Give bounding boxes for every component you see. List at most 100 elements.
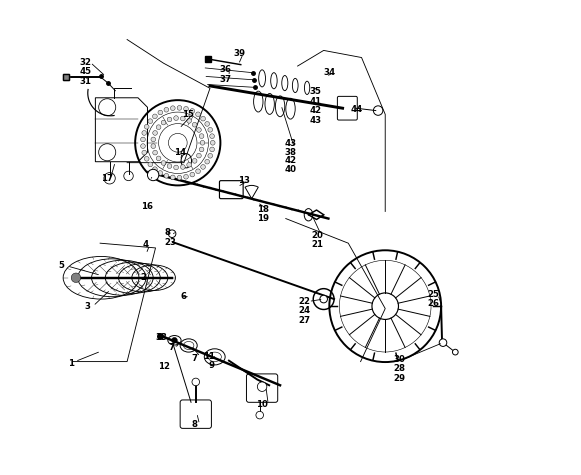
Text: 37: 37 bbox=[220, 76, 232, 84]
Circle shape bbox=[181, 116, 185, 121]
Circle shape bbox=[148, 119, 153, 124]
Circle shape bbox=[200, 116, 206, 121]
Circle shape bbox=[320, 295, 328, 303]
Circle shape bbox=[158, 171, 163, 175]
Circle shape bbox=[200, 164, 206, 169]
Text: 21: 21 bbox=[312, 240, 324, 249]
Circle shape bbox=[210, 141, 215, 145]
Circle shape bbox=[164, 107, 168, 112]
Circle shape bbox=[192, 123, 197, 127]
Text: 25: 25 bbox=[428, 290, 440, 299]
Circle shape bbox=[141, 137, 145, 142]
Text: 1: 1 bbox=[68, 359, 74, 368]
Circle shape bbox=[156, 156, 161, 161]
Text: 13: 13 bbox=[238, 176, 250, 185]
Text: 22: 22 bbox=[299, 297, 311, 306]
Circle shape bbox=[144, 124, 149, 129]
Circle shape bbox=[256, 411, 264, 419]
Circle shape bbox=[171, 337, 177, 343]
Circle shape bbox=[199, 134, 204, 138]
Circle shape bbox=[151, 137, 156, 142]
Text: 2: 2 bbox=[140, 273, 146, 282]
Circle shape bbox=[177, 175, 182, 180]
Text: 43: 43 bbox=[285, 139, 297, 148]
Circle shape bbox=[184, 174, 188, 179]
Text: 18: 18 bbox=[257, 205, 270, 214]
Circle shape bbox=[196, 153, 201, 158]
Text: 28: 28 bbox=[394, 364, 406, 373]
Text: 7: 7 bbox=[191, 354, 197, 363]
Text: 29: 29 bbox=[394, 374, 406, 383]
Text: 40: 40 bbox=[285, 165, 297, 174]
Text: 27: 27 bbox=[299, 316, 311, 325]
Circle shape bbox=[177, 105, 182, 110]
Circle shape bbox=[205, 159, 210, 164]
Circle shape bbox=[208, 127, 213, 132]
Circle shape bbox=[141, 144, 145, 149]
Circle shape bbox=[71, 273, 81, 283]
Text: 9: 9 bbox=[209, 361, 214, 370]
Circle shape bbox=[148, 169, 159, 180]
Text: 16: 16 bbox=[141, 202, 153, 211]
Text: 12: 12 bbox=[158, 362, 170, 371]
Text: 42: 42 bbox=[285, 156, 297, 165]
Text: 3: 3 bbox=[84, 302, 91, 311]
Circle shape bbox=[196, 112, 200, 117]
Circle shape bbox=[196, 169, 200, 173]
Text: 33: 33 bbox=[156, 333, 167, 342]
Circle shape bbox=[158, 110, 163, 115]
Circle shape bbox=[184, 106, 188, 111]
Circle shape bbox=[257, 382, 267, 391]
Text: 8: 8 bbox=[164, 228, 170, 238]
Circle shape bbox=[190, 109, 195, 114]
Circle shape bbox=[199, 147, 204, 152]
Circle shape bbox=[439, 339, 447, 346]
Circle shape bbox=[161, 161, 166, 165]
Circle shape bbox=[167, 117, 172, 122]
Circle shape bbox=[156, 125, 161, 130]
Circle shape bbox=[208, 153, 213, 158]
Circle shape bbox=[144, 156, 149, 161]
Circle shape bbox=[151, 144, 156, 149]
Text: 30: 30 bbox=[394, 355, 406, 364]
Text: 7: 7 bbox=[169, 343, 175, 352]
Text: 4: 4 bbox=[143, 240, 149, 249]
Circle shape bbox=[167, 164, 172, 169]
Circle shape bbox=[181, 165, 185, 169]
Text: 5: 5 bbox=[59, 261, 64, 270]
Circle shape bbox=[196, 128, 201, 132]
Text: 26: 26 bbox=[428, 299, 440, 308]
Text: 34: 34 bbox=[324, 68, 336, 77]
Text: 24: 24 bbox=[299, 306, 311, 315]
Text: 45: 45 bbox=[80, 67, 92, 76]
Circle shape bbox=[187, 162, 192, 167]
Text: 11: 11 bbox=[203, 352, 216, 361]
Circle shape bbox=[153, 131, 157, 135]
Circle shape bbox=[205, 122, 210, 126]
Text: 14: 14 bbox=[174, 148, 187, 157]
Circle shape bbox=[210, 147, 214, 152]
Text: 8: 8 bbox=[192, 420, 198, 429]
Text: 20: 20 bbox=[312, 231, 324, 239]
Text: 32: 32 bbox=[80, 58, 92, 67]
Text: 38: 38 bbox=[285, 148, 297, 157]
Circle shape bbox=[192, 378, 199, 386]
Circle shape bbox=[210, 134, 214, 139]
Text: 19: 19 bbox=[257, 214, 270, 223]
Text: 17: 17 bbox=[101, 174, 113, 183]
Circle shape bbox=[192, 159, 197, 163]
Text: 43: 43 bbox=[310, 115, 321, 124]
Text: 36: 36 bbox=[220, 65, 231, 74]
Circle shape bbox=[142, 131, 146, 135]
Circle shape bbox=[153, 114, 157, 119]
Circle shape bbox=[161, 120, 166, 125]
Circle shape bbox=[164, 173, 168, 178]
Circle shape bbox=[200, 141, 205, 145]
Text: 42: 42 bbox=[310, 106, 321, 115]
Circle shape bbox=[174, 165, 178, 170]
Circle shape bbox=[174, 116, 178, 121]
Circle shape bbox=[142, 150, 146, 155]
Circle shape bbox=[170, 106, 175, 111]
Text: 6: 6 bbox=[181, 292, 187, 301]
Circle shape bbox=[148, 162, 153, 167]
